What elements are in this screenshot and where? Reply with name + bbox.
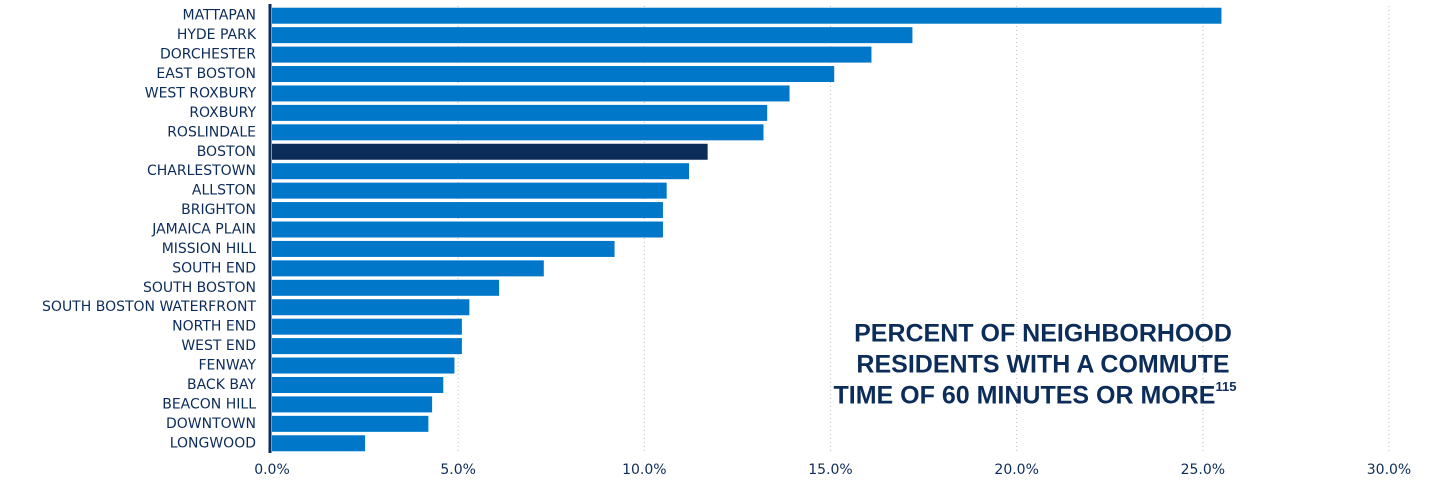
y-tick-label: MISSION HILL	[162, 241, 257, 257]
bar	[272, 318, 462, 335]
chart-title: PERCENT OF NEIGHBORHOOD	[854, 320, 1232, 348]
bar	[272, 376, 444, 393]
y-tick-label: DORCHESTER	[160, 47, 256, 63]
bar	[272, 27, 913, 44]
title-superscript: 115	[1216, 379, 1237, 394]
x-tick-label: 20.0%	[994, 462, 1038, 478]
bar	[272, 163, 690, 180]
bar	[272, 396, 433, 413]
x-tick-label: 30.0%	[1367, 462, 1411, 478]
y-tick-label: WEST ROXBURY	[145, 85, 257, 101]
bar	[272, 104, 768, 121]
bar	[272, 66, 835, 83]
chart-title: TIME OF 60 MINUTES OR MORE115	[834, 379, 1237, 409]
x-tick-label: 10.0%	[622, 462, 666, 478]
bar	[272, 124, 764, 141]
bar	[272, 338, 462, 355]
bar	[272, 299, 470, 316]
bar	[272, 143, 708, 160]
bar	[272, 46, 872, 63]
y-tick-label: BEACON HILL	[162, 396, 256, 412]
bar	[272, 221, 663, 238]
bar	[272, 435, 366, 452]
y-tick-label: BRIGHTON	[181, 202, 256, 218]
y-tick-label: HYDE PARK	[177, 27, 257, 43]
y-tick-label: ALLSTON	[192, 183, 256, 199]
y-tick-label: MATTAPAN	[182, 8, 256, 24]
bar	[272, 7, 1222, 24]
x-tick-label: 0.0%	[254, 462, 290, 478]
chart-title: RESIDENTS WITH A COMMUTE	[856, 351, 1229, 379]
x-tick-label: 5.0%	[440, 462, 476, 478]
bar	[272, 202, 663, 219]
y-tick-label: BOSTON	[197, 144, 256, 160]
bar	[272, 357, 455, 374]
bar	[272, 260, 544, 277]
x-tick-label: 15.0%	[808, 462, 852, 478]
bar	[272, 279, 500, 296]
y-tick-label: SOUTH END	[172, 260, 256, 276]
y-tick-label: JAMAICA PLAIN	[151, 222, 256, 238]
bar	[272, 415, 429, 432]
y-tick-label: CHARLESTOWN	[147, 163, 256, 179]
y-tick-label: NORTH END	[172, 319, 256, 335]
y-tick-label: LONGWOOD	[170, 435, 256, 451]
y-tick-label: WEST END	[181, 338, 256, 354]
bar	[272, 240, 615, 257]
y-tick-label: ROSLINDALE	[167, 124, 256, 140]
x-tick-label: 25.0%	[1181, 462, 1225, 478]
bar	[272, 182, 667, 199]
y-tick-label: ROXBURY	[189, 105, 256, 121]
y-tick-label: EAST BOSTON	[156, 66, 256, 82]
y-tick-label: SOUTH BOSTON WATERFRONT	[42, 299, 256, 315]
y-tick-label: FENWAY	[199, 358, 257, 374]
bar	[272, 85, 790, 102]
y-tick-label: SOUTH BOSTON	[143, 280, 256, 296]
y-tick-label: DOWNTOWN	[166, 416, 256, 432]
y-tick-label: BACK BAY	[187, 377, 256, 393]
